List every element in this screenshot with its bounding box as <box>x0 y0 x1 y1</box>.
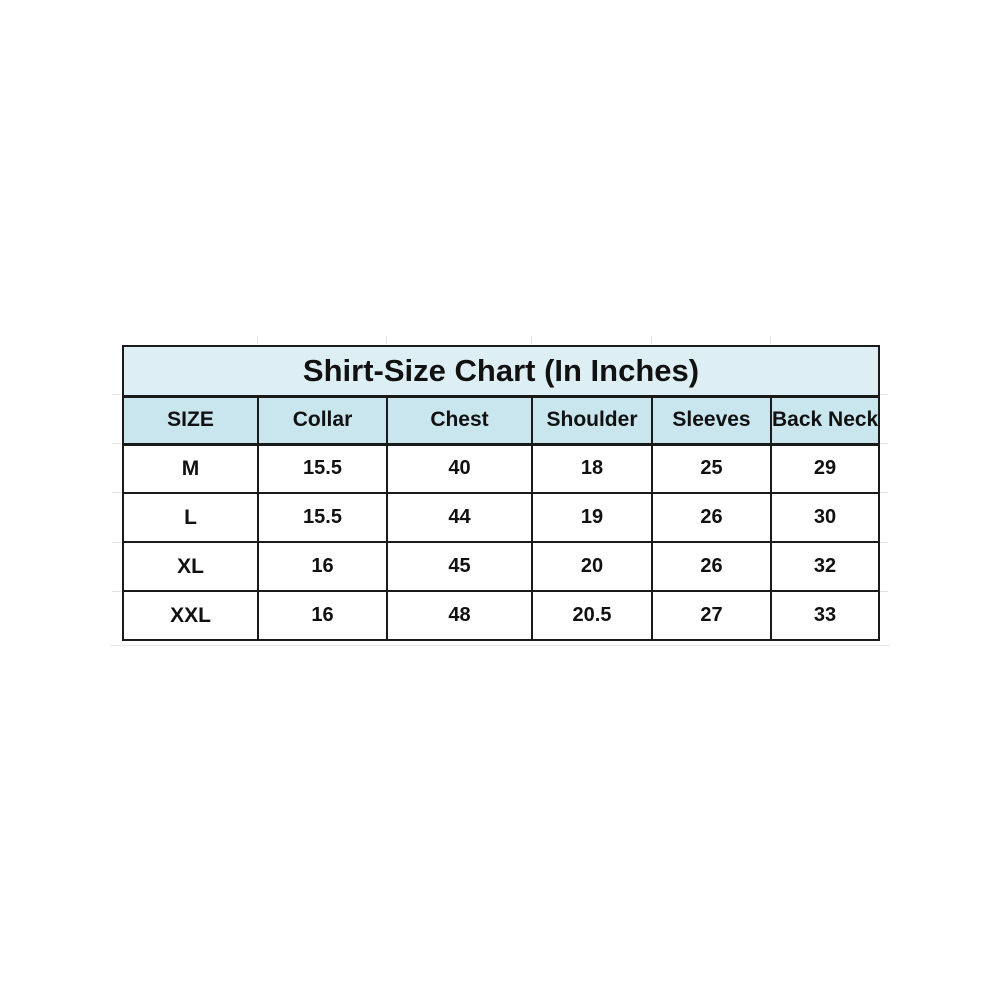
column-header-chest: Chest <box>386 395 533 446</box>
measurement-cell-back-neck: 30 <box>769 492 881 543</box>
measurement-cell-shoulder: 19 <box>531 492 653 543</box>
gridline-stub <box>112 492 121 493</box>
gridline-stub <box>879 394 888 395</box>
gridline-stub <box>112 542 121 543</box>
table-row-l: L 15.5 44 19 26 30 <box>122 492 881 543</box>
size-cell: M <box>122 443 259 494</box>
gridline-stub <box>112 443 121 444</box>
measurement-cell-collar: 15.5 <box>257 492 388 543</box>
measurement-cell-chest: 48 <box>386 590 533 641</box>
column-header-size: SIZE <box>122 395 259 446</box>
table-title: Shirt-Size Chart (In Inches) <box>121 345 881 398</box>
measurement-cell-sleeves: 26 <box>651 492 772 543</box>
measurement-cell-sleeves: 26 <box>651 541 772 592</box>
gridline-stub <box>386 336 387 344</box>
gridline-stub <box>770 336 771 344</box>
gridline-stub <box>879 492 888 493</box>
title-row: Shirt-Size Chart (In Inches) <box>121 345 881 398</box>
size-cell: L <box>122 492 259 543</box>
column-header-back-neck: Back Neck <box>769 395 881 446</box>
gridline-stub <box>112 591 121 592</box>
measurement-cell-chest: 45 <box>386 541 533 592</box>
column-header-sleeves: Sleeves <box>651 395 772 446</box>
gridline-stub <box>257 336 258 344</box>
column-header-shoulder: Shoulder <box>531 395 653 446</box>
gridline-stub <box>879 542 888 543</box>
measurement-cell-sleeves: 27 <box>651 590 772 641</box>
measurement-cell-chest: 44 <box>386 492 533 543</box>
gridline-stub <box>112 394 121 395</box>
measurement-cell-sleeves: 25 <box>651 443 772 494</box>
header-row: SIZE Collar Chest Shoulder Sleeves Back … <box>122 395 881 446</box>
size-cell: XL <box>122 541 259 592</box>
table-row-xl: XL 16 45 20 26 32 <box>122 541 881 592</box>
gridline-stub <box>651 336 652 344</box>
measurement-cell-shoulder: 20.5 <box>531 590 653 641</box>
column-header-collar: Collar <box>257 395 388 446</box>
gridline-stub <box>879 591 888 592</box>
measurement-cell-collar: 15.5 <box>257 443 388 494</box>
measurement-cell-shoulder: 20 <box>531 541 653 592</box>
measurement-cell-back-neck: 29 <box>769 443 881 494</box>
measurement-cell-back-neck: 33 <box>769 590 881 641</box>
measurement-cell-collar: 16 <box>257 590 388 641</box>
measurement-cell-chest: 40 <box>386 443 533 494</box>
measurement-cell-collar: 16 <box>257 541 388 592</box>
gridline-stub <box>110 645 890 646</box>
gridline-stub <box>879 443 888 444</box>
table-row-m: M 15.5 40 18 25 29 <box>122 443 881 494</box>
table-row-xxl: XXL 16 48 20.5 27 33 <box>122 590 881 641</box>
size-cell: XXL <box>122 590 259 641</box>
gridline-stub <box>531 336 532 344</box>
measurement-cell-back-neck: 32 <box>769 541 881 592</box>
measurement-cell-shoulder: 18 <box>531 443 653 494</box>
size-chart-table: Shirt-Size Chart (In Inches) SIZE Collar… <box>121 345 881 641</box>
